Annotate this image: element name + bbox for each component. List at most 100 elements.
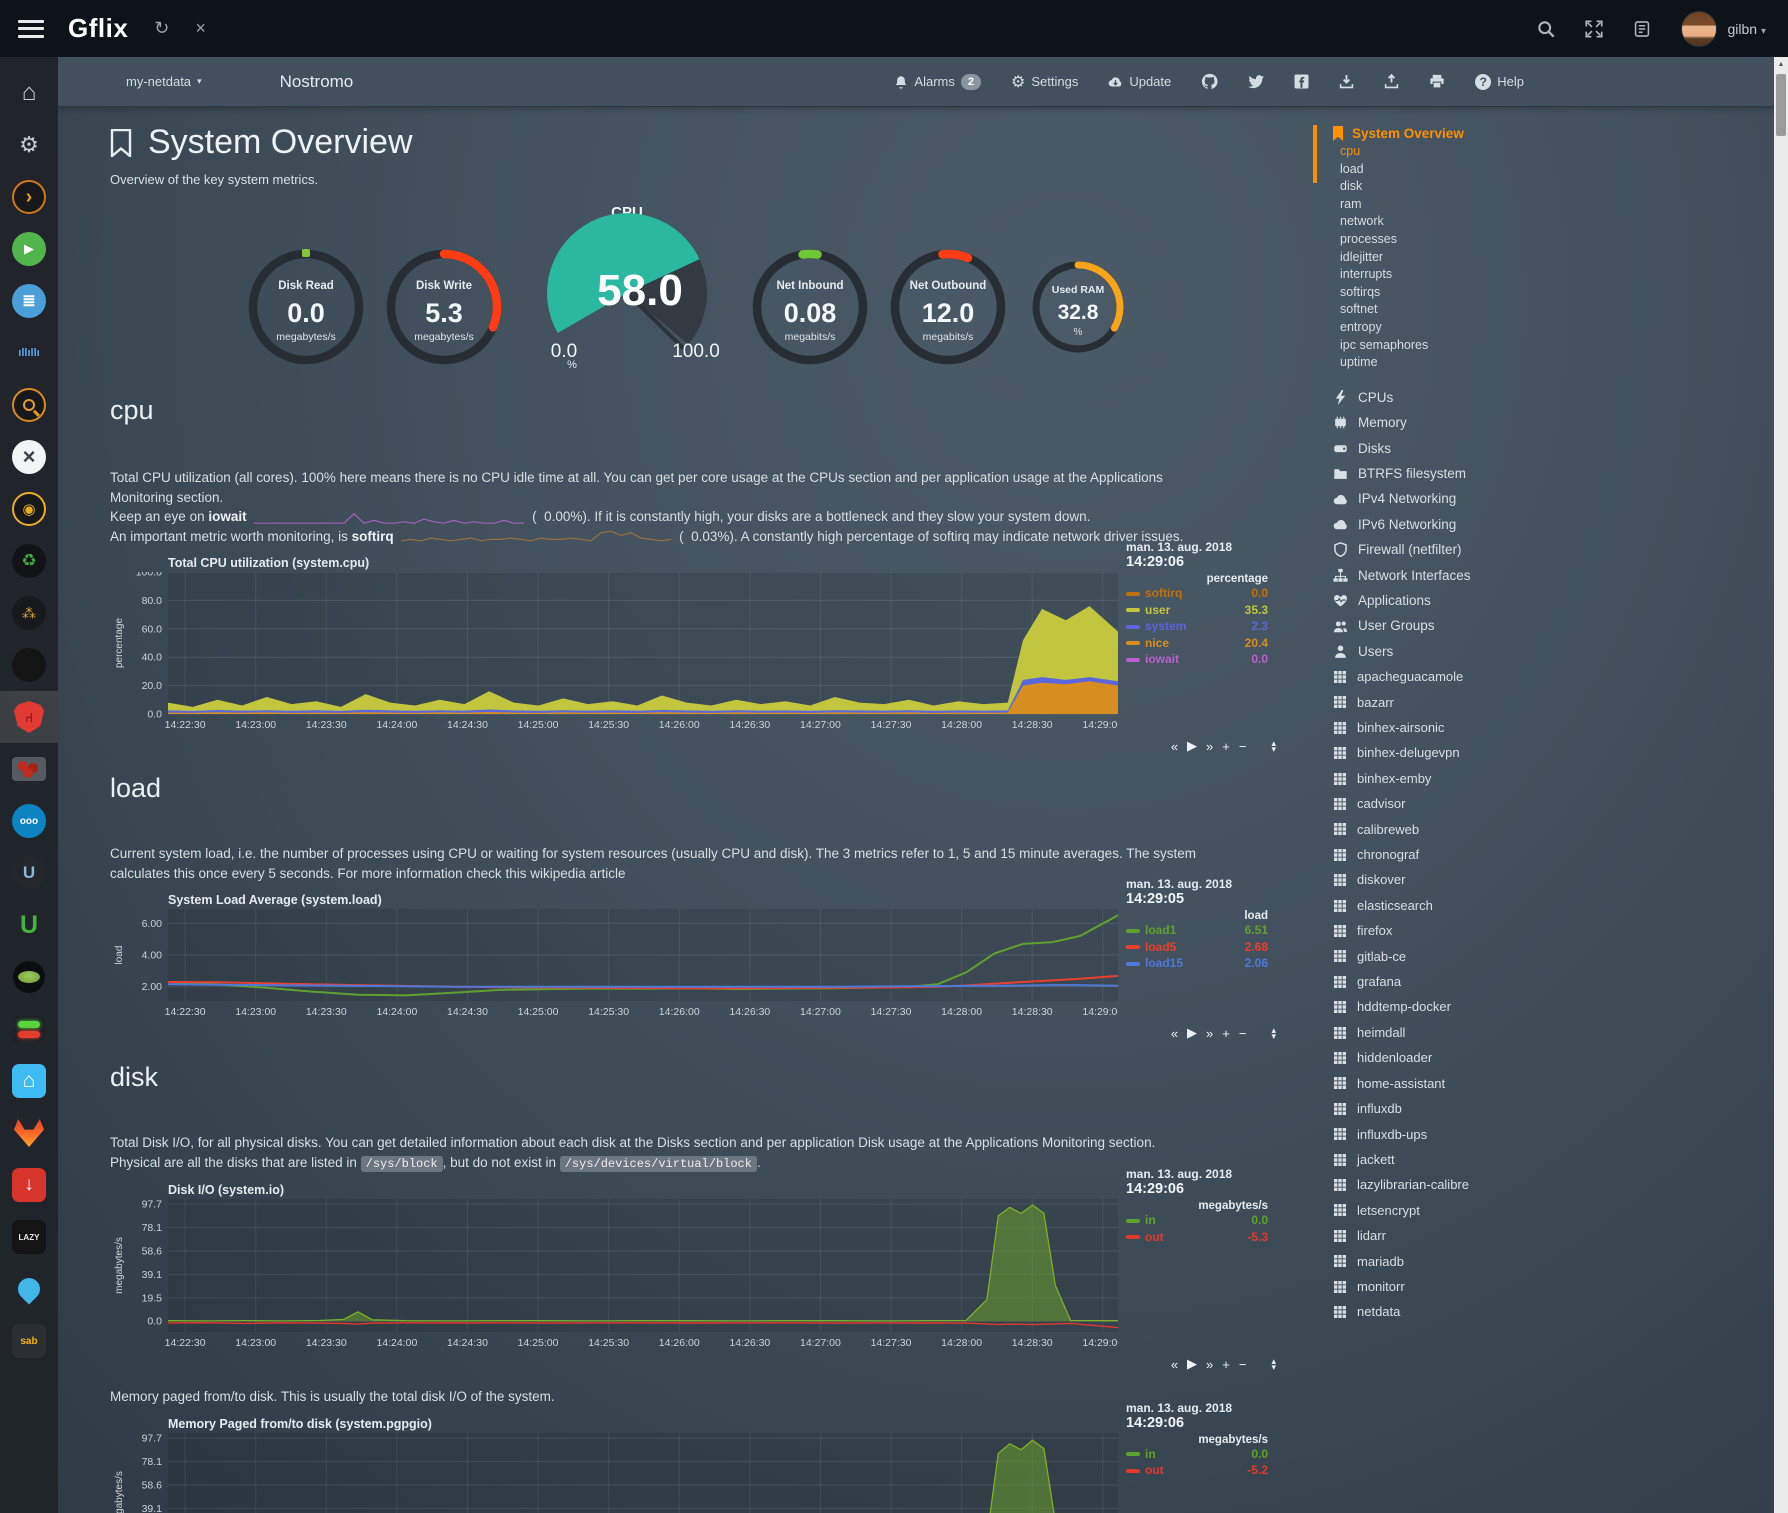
rewind-button[interactable]: «	[1170, 1356, 1179, 1372]
gold-ring-icon[interactable]: ◉	[0, 483, 58, 535]
menu-app-home-assistant[interactable]: home-assistant	[1313, 1071, 1613, 1096]
menu-item-ram[interactable]: ram	[1340, 196, 1362, 211]
legend-row-load5[interactable]: load5 2.68	[1126, 939, 1268, 956]
forward-button[interactable]: »	[1206, 1025, 1214, 1041]
ubiquiti-u-icon[interactable]: U	[0, 847, 58, 899]
green-u-icon[interactable]: U	[19, 910, 39, 939]
red-shield-icon[interactable]: ⑁	[0, 691, 58, 743]
legend-row-in[interactable]: in 0.0	[1126, 1212, 1268, 1229]
menu-app-diskover[interactable]: diskover	[1313, 867, 1613, 892]
menu-section-users[interactable]: Users	[1313, 639, 1613, 664]
menu-section-network-interfaces[interactable]: Network Interfaces	[1313, 563, 1613, 588]
gitlab-fox-icon[interactable]	[0, 1107, 58, 1159]
menu-item-entropy[interactable]: entropy	[1340, 319, 1382, 334]
home-assistant-icon[interactable]: ⌂	[0, 1055, 58, 1107]
menu-app-binhex-emby[interactable]: binhex-emby	[1313, 766, 1613, 791]
emby-play-icon[interactable]: ▶	[0, 223, 58, 275]
legend-row-nice[interactable]: nice 20.4	[1126, 635, 1268, 652]
menu-item-idlejitter[interactable]: idlejitter	[1340, 249, 1384, 264]
menu-section-ipv4-networking[interactable]: IPv4 Networking	[1313, 486, 1613, 511]
menu-section-user-groups[interactable]: User Groups	[1313, 613, 1613, 638]
zoom-out-button[interactable]: −	[1238, 738, 1247, 754]
menu-app-lazylibrarian-calibre[interactable]: lazylibrarian-calibre	[1313, 1172, 1613, 1197]
red-download-icon[interactable]: ↓	[0, 1159, 58, 1211]
wikipedia-link[interactable]: this wikipedia article	[505, 865, 626, 881]
menu-app-gitlab-ce[interactable]: gitlab-ce	[1313, 944, 1613, 969]
menu-app-heimdall[interactable]: heimdall	[1313, 1020, 1613, 1045]
menu-section-btrfs-filesystem[interactable]: BTRFS filesystem	[1313, 461, 1613, 486]
menu-app-bazarr[interactable]: bazarr	[1313, 690, 1613, 715]
menu-app-firefox[interactable]: firefox	[1313, 918, 1613, 943]
menu-app-apacheguacamole[interactable]: apacheguacamole	[1313, 664, 1613, 689]
menu-app-influxdb-ups[interactable]: influxdb-ups	[1313, 1122, 1613, 1147]
server-select-dropdown[interactable]: my-netdata ▾	[126, 74, 202, 89]
download-snapshot-button[interactable]	[1339, 74, 1354, 89]
status-pills-icon[interactable]	[0, 1003, 58, 1055]
menu-app-elasticsearch[interactable]: elasticsearch	[1313, 893, 1613, 918]
menu-app-monitorr[interactable]: monitorr	[1313, 1274, 1613, 1299]
chart-plot[interactable]: load 2.00 4.00 6.00 14:22:30 14:23:00 14:23:30…	[110, 909, 1123, 1021]
chart-system-cpu[interactable]: Total CPU utilization (system.cpu) percen…	[110, 540, 1276, 754]
menu-app-grafana[interactable]: grafana	[1313, 969, 1613, 994]
legend-row-load15[interactable]: load15 2.06	[1126, 955, 1268, 972]
chart-plot[interactable]: megabytes/s0.019.539.158.678.197.714:22:…	[110, 1433, 1118, 1513]
legend-row-out[interactable]: out -5.3	[1126, 1229, 1268, 1246]
menu-section-cpus[interactable]: CPUs	[1313, 385, 1613, 410]
menu-item-load[interactable]: load	[1340, 161, 1364, 176]
berries-icon[interactable]	[0, 743, 58, 795]
menu-item-disk[interactable]: disk	[1340, 179, 1363, 194]
plex-icon[interactable]: ›	[0, 171, 58, 223]
search-icon[interactable]	[1537, 20, 1556, 38]
menu-section-ipv6-networking[interactable]: IPv6 Networking	[1313, 512, 1613, 537]
resize-handle[interactable]: ▴ ▾	[1271, 1025, 1276, 1042]
resize-handle[interactable]: ▴ ▾	[1271, 738, 1276, 755]
chart-plot[interactable]: percentage 0.0 20.0 40.0 60.0 80.0 100.0 14:22:…	[110, 567, 1123, 734]
node-graph-icon[interactable]: ⁂	[0, 587, 58, 639]
menu-heading-system-overview[interactable]: System Overview	[1313, 123, 1613, 143]
menu-item-cpu[interactable]: cpu	[1340, 144, 1361, 158]
menu-section-firewall-netfilter-[interactable]: Firewall (netfilter)	[1313, 537, 1613, 562]
scroll-up-arrow[interactable]: ▲	[1777, 60, 1785, 68]
search-magnifier-icon[interactable]	[0, 379, 58, 431]
help-button[interactable]: ? Help	[1475, 73, 1524, 90]
alarms-button[interactable]: Alarms 2	[894, 73, 981, 90]
menu-section-memory[interactable]: Memory	[1313, 410, 1613, 435]
gauge-disk-write[interactable]: Disk Write 5.3 megabytes/s	[384, 237, 504, 369]
menu-app-letsencrypt[interactable]: letsencrypt	[1313, 1198, 1613, 1223]
book-stack-icon[interactable]: ≣	[0, 275, 58, 327]
menu-item-processes[interactable]: processes	[1340, 231, 1397, 246]
vertical-scrollbar[interactable]: ▲	[1774, 57, 1788, 1513]
menu-item-softirqs[interactable]: softirqs	[1340, 284, 1381, 299]
forward-button[interactable]: »	[1206, 1356, 1214, 1372]
chart-system-pgpgio[interactable]: Memory Paged from/to disk (system.pgpgio…	[110, 1401, 1270, 1513]
resize-handle[interactable]: ▴ ▾	[1271, 1356, 1276, 1373]
update-button[interactable]: Update	[1108, 74, 1171, 89]
scrollbar-thumb[interactable]	[1776, 74, 1786, 136]
zoom-in-button[interactable]: +	[1222, 1025, 1230, 1041]
menu-item-softnet[interactable]: softnet	[1340, 302, 1378, 317]
twitter-button[interactable]	[1248, 74, 1265, 89]
user-avatar[interactable]	[1681, 10, 1718, 47]
chart-system-load[interactable]: System Load Average (system.load) load 2.0…	[110, 877, 1276, 1041]
legend-row-load1[interactable]: load1 6.51	[1126, 922, 1268, 939]
menu-item-interrupts[interactable]: interrupts	[1340, 267, 1393, 282]
refresh-icon[interactable]: ↻	[154, 18, 170, 38]
docs-icon[interactable]	[1633, 20, 1651, 38]
play-button[interactable]: ▶	[1187, 1356, 1198, 1372]
rewind-button[interactable]: «	[1170, 738, 1179, 754]
menu-item-uptime[interactable]: uptime	[1340, 355, 1378, 370]
gauge-disk-read[interactable]: Disk Read 0.0 megabytes/s	[246, 237, 366, 369]
zoom-out-button[interactable]: −	[1238, 1356, 1247, 1372]
legend-row-system[interactable]: system 2.3	[1126, 618, 1268, 635]
gauge-net-outbound[interactable]: Net Outbound 12.0 megabits/s	[888, 237, 1008, 369]
menu-section-disks[interactable]: Disks	[1313, 436, 1613, 461]
sabnzbd-icon[interactable]: sab	[0, 1315, 58, 1367]
grafana-swirl-icon[interactable]	[0, 639, 58, 691]
print-button[interactable]	[1429, 74, 1445, 89]
gauge-cpu[interactable]: CPU 58.0 0.0 100.0 %	[522, 201, 732, 369]
settings-gear-icon[interactable]: ⚙	[19, 132, 39, 157]
menu-app-netdata[interactable]: netdata	[1313, 1299, 1613, 1324]
nextcloud-icon[interactable]: ooo	[0, 795, 58, 847]
menu-app-calibreweb[interactable]: calibreweb	[1313, 817, 1613, 842]
x-cross-icon[interactable]: ×	[0, 431, 58, 483]
